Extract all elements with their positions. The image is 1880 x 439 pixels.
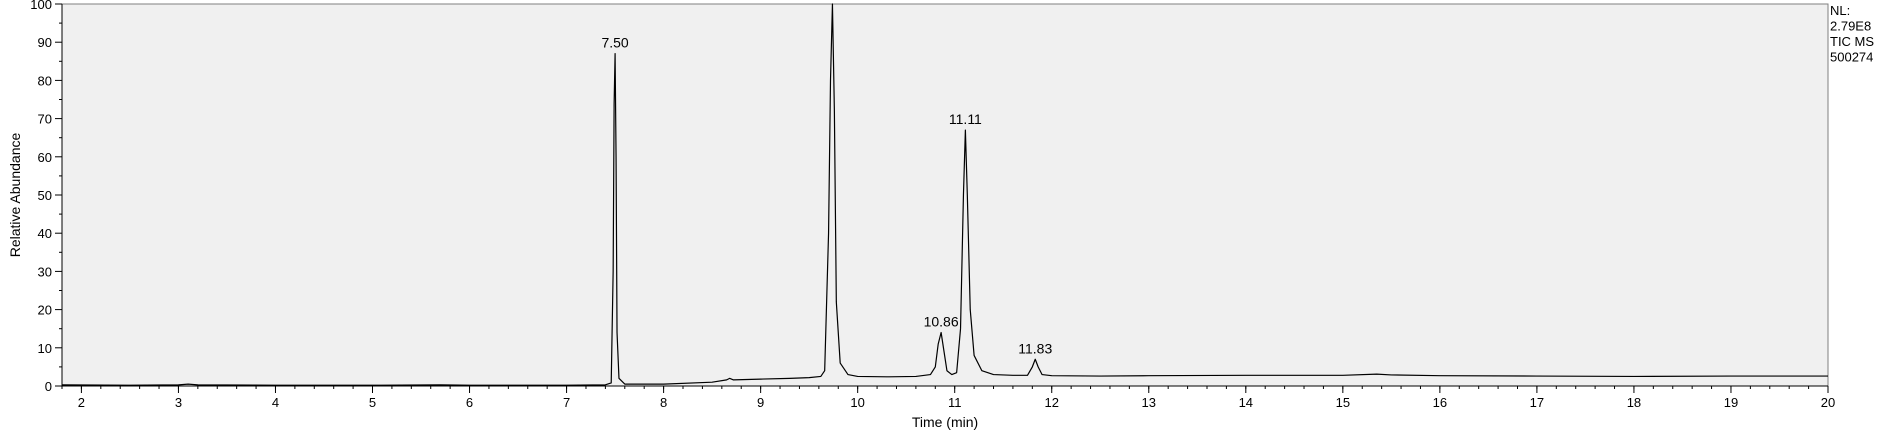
x-tick-label: 4 (272, 395, 279, 410)
y-tick-label: 100 (30, 0, 52, 12)
x-tick-label: 2 (78, 395, 85, 410)
y-tick-label: 10 (38, 341, 52, 356)
x-tick-label: 18 (1627, 395, 1641, 410)
x-tick-label: 8 (660, 395, 667, 410)
y-tick-label: 40 (38, 226, 52, 241)
x-tick-label: 13 (1142, 395, 1156, 410)
peak-label: 7.50 (601, 35, 628, 51)
y-tick-label: 70 (38, 112, 52, 127)
normalization-info: NL: 2.79E8 TIC MS 500274 (1830, 3, 1874, 65)
x-tick-label: 12 (1045, 395, 1059, 410)
y-tick-label: 60 (38, 150, 52, 165)
peak-label: 10.86 (924, 314, 959, 330)
y-tick-label: 30 (38, 264, 52, 279)
tic-trace-line (61, 3, 1828, 386)
x-axis-title: Time (min) (912, 414, 978, 430)
peak-label-layer: 7.50 9.74 10.86 11.11 11.83 (601, 0, 1052, 356)
x-tick-label: 6 (466, 395, 473, 410)
x-tick-label: 10 (850, 395, 864, 410)
trace-layer (61, 3, 1828, 386)
peak-label: 9.74 (819, 0, 846, 1)
x-tick-label: 17 (1530, 395, 1544, 410)
x-tick-label: 15 (1336, 395, 1350, 410)
nl-line-label: NL: (1830, 3, 1850, 18)
x-tick-label: 20 (1821, 395, 1835, 410)
x-tick-label: 7 (563, 395, 570, 410)
y-tick-label: 90 (38, 35, 52, 50)
y-tick-label: 50 (38, 188, 52, 203)
x-tick-label: 16 (1433, 395, 1447, 410)
nl-line-scan-type: TIC MS (1830, 34, 1874, 49)
x-tick-label: 14 (1239, 395, 1253, 410)
nl-line-file-id: 500274 (1830, 50, 1873, 65)
y-tick-label: 0 (45, 379, 52, 394)
axis-layer: 2 3 4 5 6 7 8 9 10 11 12 13 14 15 16 17 18 19 20 0 10 20 30 40 5… (30, 0, 1835, 410)
plot-area (61, 3, 1829, 387)
peak-label: 11.11 (949, 111, 982, 127)
x-tick-label: 11 (948, 395, 962, 410)
x-tick-label: 19 (1724, 395, 1738, 410)
nl-line-value: 2.79E8 (1830, 19, 1871, 34)
y-axis-title: Relative Abundance (7, 133, 23, 258)
x-tick-label: 5 (369, 395, 376, 410)
y-tick-label: 80 (38, 73, 52, 88)
peak-label: 11.83 (1018, 340, 1052, 356)
x-tick-label: 9 (757, 395, 764, 410)
x-tick-label: 3 (175, 395, 182, 410)
y-tick-label: 20 (38, 303, 52, 318)
